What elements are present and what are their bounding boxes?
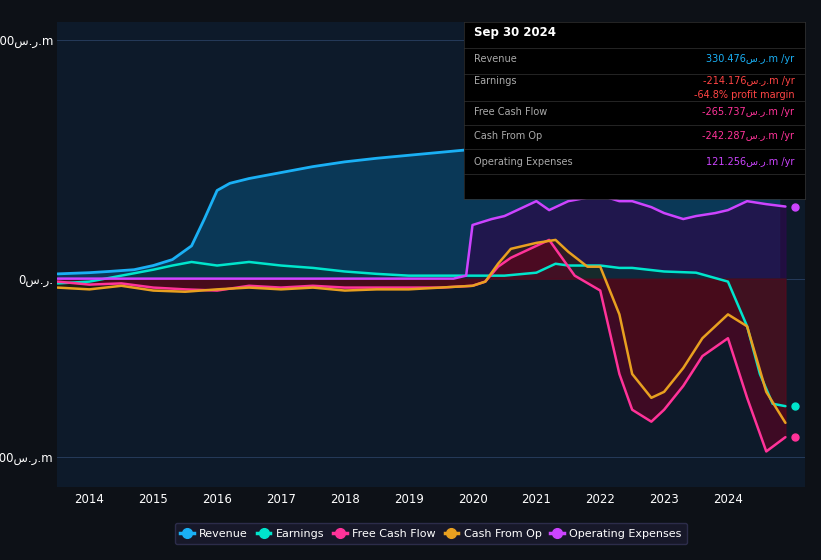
Text: 121.256س.ر.m /yr: 121.256س.ر.m /yr — [706, 157, 795, 167]
Text: -242.287س.ر.m /yr: -242.287س.ر.m /yr — [702, 131, 795, 141]
Text: Free Cash Flow: Free Cash Flow — [474, 108, 548, 118]
Text: -265.737س.ر.m /yr: -265.737س.ر.m /yr — [702, 108, 795, 118]
Text: Earnings: Earnings — [474, 77, 516, 86]
Text: Revenue: Revenue — [474, 54, 517, 64]
Text: Operating Expenses: Operating Expenses — [474, 157, 573, 167]
Text: Sep 30 2024: Sep 30 2024 — [474, 26, 556, 39]
Text: -64.8% profit margin: -64.8% profit margin — [694, 90, 795, 100]
Legend: Revenue, Earnings, Free Cash Flow, Cash From Op, Operating Expenses: Revenue, Earnings, Free Cash Flow, Cash … — [175, 523, 687, 544]
Text: 330.476س.ر.m /yr: 330.476س.ر.m /yr — [706, 54, 795, 64]
Text: Cash From Op: Cash From Op — [474, 131, 543, 141]
Text: -214.176س.ر.m /yr: -214.176س.ر.m /yr — [703, 77, 795, 86]
